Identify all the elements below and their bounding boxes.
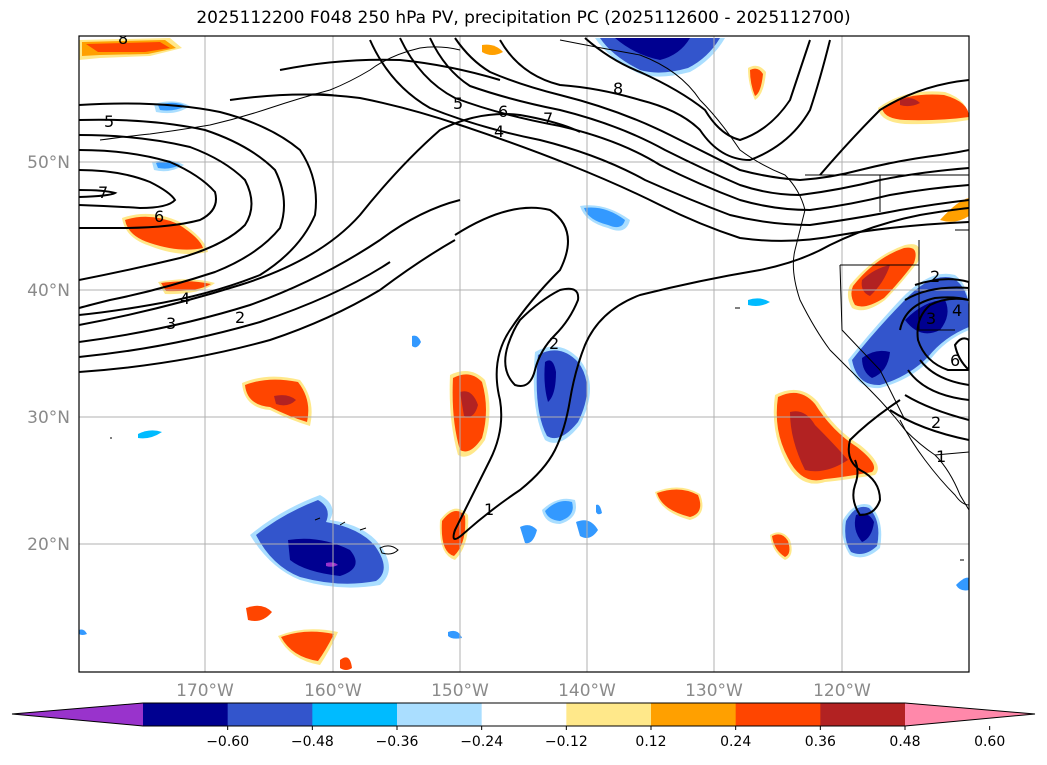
lon-label: 120°W <box>813 681 871 701</box>
colorbar-tick-label: −0.60 <box>206 734 249 750</box>
colorbar-tick-label: −0.12 <box>545 734 588 750</box>
colorbar-tick-label: 0.24 <box>720 734 751 750</box>
lon-label: 150°W <box>431 681 489 701</box>
contour-label: 6 <box>498 102 508 121</box>
colorbar-cell <box>735 703 821 726</box>
contour-label: 4 <box>952 301 962 320</box>
colorbar-cell <box>566 703 652 726</box>
contour-labels: 8 5 6 7 4 5 7 6 8 4 3 2 2 1 2 3 4 6 2 1 <box>98 29 962 519</box>
colorbar: −0.60 −0.48 −0.36 −0.24 −0.12 0.12 0.24 0.36 0.4… <box>11 702 1036 750</box>
colorbar-cell <box>651 703 737 726</box>
colorbar-tick-label: 0.36 <box>805 734 836 750</box>
contour-label: 2 <box>235 308 245 327</box>
contour-label: 4 <box>494 122 504 141</box>
colorbar-cell <box>227 703 313 726</box>
colorbar-cell <box>481 703 567 726</box>
lon-label: 170°W <box>176 681 234 701</box>
colorbar-tick-label: −0.48 <box>291 734 334 750</box>
lat-label: 20°N <box>27 535 70 555</box>
colorbar-tick-label: 0.60 <box>974 734 1005 750</box>
contour-label: 5 <box>453 94 463 113</box>
contour-label: 8 <box>613 79 623 98</box>
contour-label: 6 <box>154 207 164 226</box>
map-title: 2025112200 F048 250 hPa PV, precipitatio… <box>196 8 851 28</box>
colorbar-extend-low <box>12 703 143 726</box>
colorbar-tick-label: −0.24 <box>460 734 503 750</box>
colorbar-cell <box>312 703 398 726</box>
lat-label: 30°N <box>27 408 70 428</box>
lon-label: 160°W <box>304 681 362 701</box>
map-border <box>78 35 970 673</box>
lat-label: 40°N <box>27 281 70 301</box>
contour-label: 8 <box>118 29 128 48</box>
contour-label: 5 <box>104 112 114 131</box>
contour-label: 2 <box>930 267 940 286</box>
contour-label: 7 <box>98 183 108 202</box>
contour-label: 2 <box>549 334 559 353</box>
colorbar-tick-label: 0.12 <box>635 734 666 750</box>
colorbar-cell <box>397 703 483 726</box>
colorbar-cell <box>820 703 906 726</box>
pv-contours <box>79 37 969 540</box>
contour-label: 3 <box>166 314 176 333</box>
contour-label: 6 <box>950 351 960 370</box>
contour-label: 3 <box>926 309 936 328</box>
lon-label: 140°W <box>558 681 616 701</box>
colorbar-tick-label: −0.36 <box>376 734 419 750</box>
lat-label: 50°N <box>27 153 70 173</box>
contour-label: 7 <box>543 109 553 128</box>
contour-label: 2 <box>931 413 941 432</box>
graticule <box>79 36 969 672</box>
colorbar-tick-label: 0.48 <box>889 734 920 750</box>
contour-label: 1 <box>484 500 494 519</box>
contour-label: 4 <box>180 289 190 308</box>
colorbar-cell <box>143 703 229 726</box>
longitude-labels: 170°W 160°W 150°W 140°W 130°W 120°W <box>176 681 871 701</box>
map-area <box>79 36 969 672</box>
lon-label: 130°W <box>685 681 743 701</box>
contour-label: 1 <box>936 447 946 466</box>
latitude-labels: 50°N 40°N 30°N 20°N <box>27 153 70 555</box>
colorbar-extend-high <box>905 703 1035 726</box>
precipitation-patches <box>79 38 969 670</box>
